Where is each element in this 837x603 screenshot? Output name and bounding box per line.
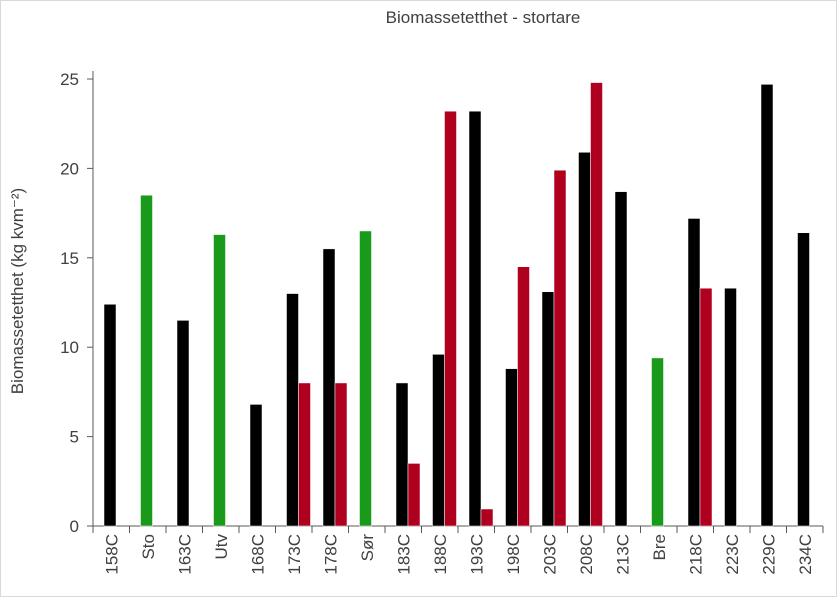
bar-series-black-168C <box>249 404 263 527</box>
y-tick-label: 10 <box>60 338 79 357</box>
x-tick-label: 234C <box>796 534 815 575</box>
x-tick-label: 188C <box>431 534 450 575</box>
bar-series-red-203C <box>553 169 567 527</box>
x-tick-label: 163C <box>175 534 194 575</box>
x-tick-label: 173C <box>285 534 304 575</box>
y-tick-label: 15 <box>60 249 79 268</box>
x-tick-label: 203C <box>540 534 559 575</box>
y-tick-label: 5 <box>70 428 79 447</box>
bar-series-red-188C <box>444 110 457 527</box>
x-tick-label: 183C <box>394 534 413 575</box>
x-tick-label: 218C <box>686 534 705 575</box>
bar-series-red-173C <box>298 382 311 527</box>
bar-series-black-213C <box>614 191 628 527</box>
x-tick-label: 178C <box>321 534 340 575</box>
bar-series-black-198C <box>505 368 518 527</box>
bar-series-red-183C <box>407 463 421 527</box>
chart-title: Biomassetetthet - stortare <box>386 8 581 27</box>
x-tick-label: 168C <box>248 534 267 575</box>
bar-series-black-218C <box>687 218 701 527</box>
bar-series-black-173C <box>286 293 299 527</box>
bar-series-red-218C <box>699 287 713 527</box>
bar-series-black-178C <box>322 248 336 527</box>
y-tick-label: 25 <box>60 70 79 89</box>
bar-series-black-163C <box>176 320 190 527</box>
bar-series-green-Bre <box>651 357 664 527</box>
y-axis-label: Biomassetetthet (kg kvm⁻²) <box>8 188 27 394</box>
x-tick-label: Bre <box>650 534 669 560</box>
x-tick-label: 213C <box>613 534 632 575</box>
x-tick-label: 229C <box>759 534 778 575</box>
bar-series-green-Sto <box>140 194 153 527</box>
bar-series-black-234C <box>797 232 810 527</box>
bar-series-red-178C <box>334 382 348 527</box>
x-tick-label: Utv <box>212 534 231 560</box>
bar-series-black-229C <box>760 84 774 527</box>
bar-series-black-188C <box>432 354 445 527</box>
bar-series-red-193C <box>480 508 494 527</box>
bar-series-black-183C <box>395 382 409 527</box>
bar-series-black-193C <box>468 110 482 527</box>
bar-series-red-208C <box>590 82 603 527</box>
x-tick-label: Sto <box>139 534 158 560</box>
y-tick-label: 0 <box>70 517 79 536</box>
bar-series-black-223C <box>724 287 737 527</box>
x-tick-label: 193C <box>467 534 486 575</box>
x-tick-label: 198C <box>504 534 523 575</box>
bar-series-green-Utv <box>213 234 226 527</box>
bar-series-black-203C <box>541 291 555 527</box>
y-tick-label: 20 <box>60 159 79 178</box>
x-tick-label: Sør <box>358 534 377 562</box>
x-tick-label: 208C <box>577 534 596 575</box>
bar-series-black-208C <box>578 152 591 527</box>
x-tick-label: 158C <box>102 534 121 575</box>
bar-series-red-198C <box>517 266 530 527</box>
x-tick-label: 223C <box>723 534 742 575</box>
bar-series-green-Sør <box>359 230 372 527</box>
bar-series-black-158C <box>103 304 117 527</box>
